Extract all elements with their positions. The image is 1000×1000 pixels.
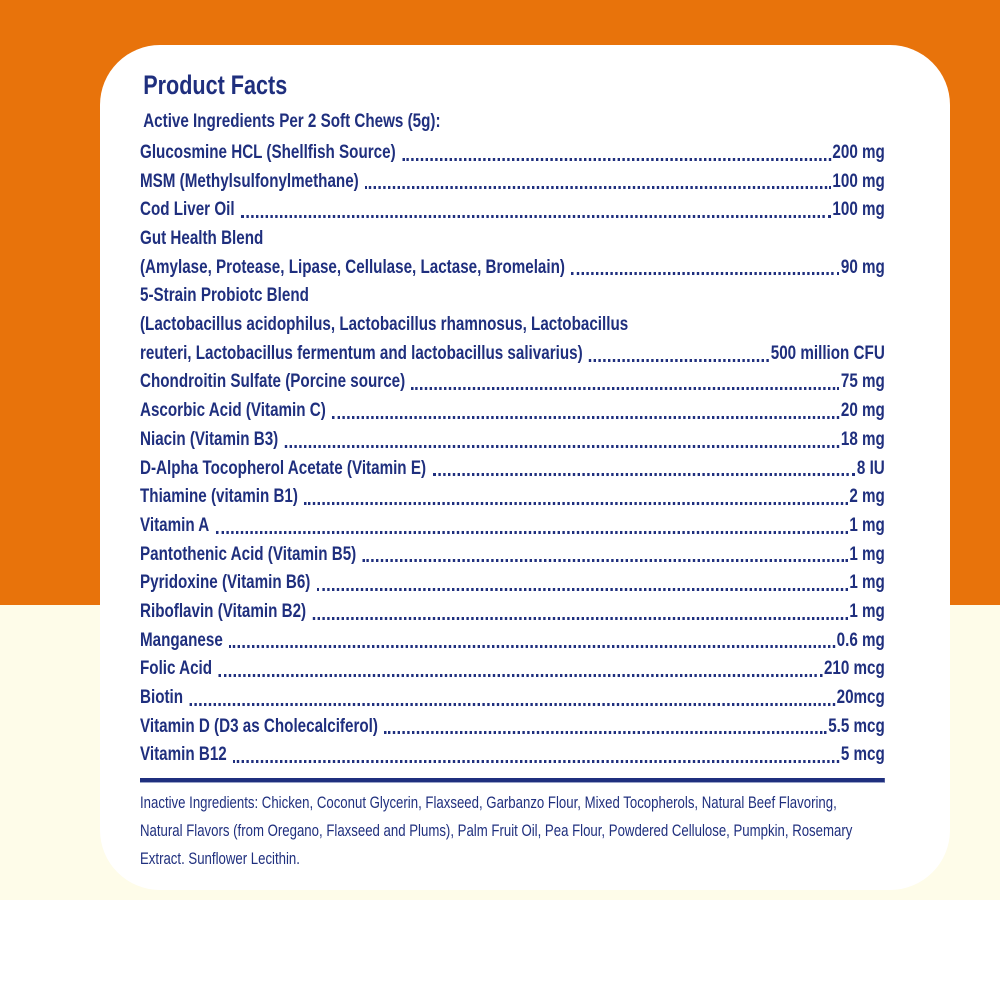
ingredient-row: Chondroitin Sulfate (Porcine source) 75 m… — [140, 369, 885, 398]
ingredient-list: Glucosmine HCL (Shellfish Source) 200 mg M… — [140, 139, 885, 770]
dot-leader — [589, 358, 770, 362]
ingredient-row: Vitamin B12 5 mcg — [140, 741, 885, 770]
ingredient-amount: 1 mg — [849, 514, 885, 536]
dot-leader — [362, 559, 848, 563]
dot-leader — [316, 588, 848, 591]
ingredient-amount: 8 IU — [856, 457, 885, 479]
ingredient-name: Pyridoxine (Vitamin B6) — [140, 572, 311, 594]
ingredient-row: D-Alpha Tocopherol Acetate (Vitamin E) 8 … — [140, 455, 885, 484]
ingredient-name: Glucosmine HCL (Shellfish Source) — [140, 141, 396, 163]
ingredient-row: Gut Health Blend — [140, 225, 885, 254]
ingredient-amount: 90 mg — [840, 256, 885, 278]
ingredient-amount: 0.6 mg — [836, 629, 885, 651]
page-title: Product Facts — [143, 70, 288, 100]
dot-leader — [411, 387, 840, 391]
ingredient-amount: 1 mg — [849, 543, 885, 565]
dot-leader — [312, 616, 848, 620]
ingredient-name: Pantothenic Acid (Vitamin B5) — [140, 543, 357, 565]
ingredient-name: Niacin (Vitamin B3) — [140, 428, 279, 450]
dot-leader — [215, 530, 848, 534]
ingredient-row: Thiamine (vitamin B1) 2 mg — [140, 483, 885, 512]
ingredient-row: Cod Liver Oil 100 mg — [140, 196, 885, 225]
ingredient-name: Vitamin B12 — [140, 744, 227, 766]
dot-leader — [365, 186, 831, 190]
ingredient-amount: 100 mg — [832, 199, 885, 221]
ingredient-name: MSM (Methylsulfonylmethane) — [140, 170, 359, 192]
ingredient-row: Pantothenic Acid (Vitamin B5) 1 mg — [140, 541, 885, 570]
ingredient-name: Vitamin D (D3 as Cholecalciferol) — [140, 715, 378, 737]
ingredient-name: Chondroitin Sulfate (Porcine source) — [140, 371, 406, 393]
ingredient-row: Vitamin A 1 mg — [140, 512, 885, 541]
ingredient-name: reuteri, Lactobacillus fermentum and lac… — [140, 342, 583, 364]
ingredient-name: D-Alpha Tocopherol Acetate (Vitamin E) — [140, 457, 427, 479]
dot-leader — [402, 157, 831, 161]
ingredient-amount: 500 million CFU — [770, 342, 885, 364]
dot-leader — [332, 415, 840, 419]
ingredient-name: Cod Liver Oil — [140, 199, 235, 221]
dot-leader — [233, 760, 840, 764]
divider — [140, 778, 885, 784]
ingredient-row: Glucosmine HCL (Shellfish Source) 200 mg — [140, 139, 885, 168]
ingredient-row: Biotin 20mcg — [140, 684, 885, 713]
ingredient-name: Vitamin A — [140, 514, 210, 536]
product-facts-panel: Product Facts Active Ingredients Per 2 S… — [140, 70, 885, 873]
ingredient-row: reuteri, Lactobacillus fermentum and lac… — [140, 340, 885, 369]
ingredient-name: Thiamine (vitamin B1) — [140, 486, 298, 508]
ingredient-amount: 20 mg — [840, 400, 885, 422]
dot-leader — [432, 473, 856, 477]
ingredient-name: Gut Health Blend — [140, 228, 264, 250]
ingredient-row: MSM (Methylsulfonylmethane) 100 mg — [140, 168, 885, 197]
ingredient-amount: 5 mcg — [840, 744, 885, 766]
ingredient-amount: 20mcg — [836, 687, 885, 709]
dot-leader — [571, 272, 840, 276]
ingredient-row: 5-Strain Probiotc Blend — [140, 282, 885, 311]
ingredient-row: Ascorbic Acid (Vitamin C) 20 mg — [140, 397, 885, 426]
ingredient-row: Folic Acid 210 mcg — [140, 655, 885, 684]
ingredient-name: (Lactobacillus acidophilus, Lactobacillu… — [140, 314, 629, 336]
ingredient-amount: 5.5 mcg — [828, 715, 885, 737]
ingredient-name: Biotin — [140, 687, 184, 709]
ingredient-name: 5-Strain Probiotc Blend — [140, 285, 309, 307]
dot-leader — [384, 731, 827, 735]
dot-leader — [284, 444, 840, 448]
ingredient-row: Pyridoxine (Vitamin B6) 1 mg — [140, 569, 885, 598]
ingredient-row: (Lactobacillus acidophilus, Lactobacillu… — [140, 311, 885, 340]
serving-subtitle: Active Ingredients Per 2 Soft Chews (5g)… — [143, 111, 441, 132]
ingredient-name: Folic Acid — [140, 658, 213, 680]
ingredient-amount: 18 mg — [840, 428, 885, 450]
ingredient-amount: 200 mg — [832, 141, 885, 163]
ingredient-name: Riboflavin (Vitamin B2) — [140, 600, 307, 622]
ingredient-name: (Amylase, Protease, Lipase, Cellulase, L… — [140, 256, 565, 278]
dot-leader — [218, 674, 823, 678]
ingredient-amount: 1 mg — [849, 572, 885, 594]
ingredient-amount: 100 mg — [832, 170, 885, 192]
dot-leader — [304, 501, 848, 505]
inactive-ingredients: Inactive Ingredients: Chicken, Coconut G… — [140, 794, 853, 869]
ingredient-row: Riboflavin (Vitamin B2) 1 mg — [140, 598, 885, 627]
ingredient-row: Vitamin D (D3 as Cholecalciferol) 5.5 mcg — [140, 713, 885, 742]
facts-card — [100, 45, 950, 890]
dot-leader — [229, 645, 836, 649]
ingredient-name: Manganese — [140, 629, 223, 651]
ingredient-amount: 1 mg — [849, 600, 885, 622]
dot-leader — [189, 702, 836, 706]
ingredient-row: Manganese 0.6 mg — [140, 627, 885, 656]
dot-leader — [241, 215, 831, 219]
ingredient-row: Niacin (Vitamin B3) 18 mg — [140, 426, 885, 455]
ingredient-amount: 75 mg — [840, 371, 885, 393]
ingredient-row: (Amylase, Protease, Lipase, Cellulase, L… — [140, 254, 885, 283]
ingredient-amount: 210 mcg — [823, 658, 885, 680]
ingredient-amount: 2 mg — [849, 486, 885, 508]
ingredient-name: Ascorbic Acid (Vitamin C) — [140, 400, 326, 422]
